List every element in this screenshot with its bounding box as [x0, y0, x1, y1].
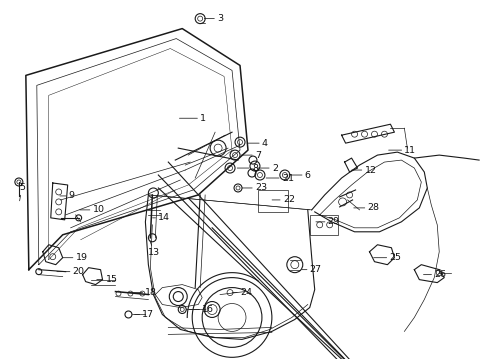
Text: 18: 18 — [129, 288, 157, 297]
Text: 19: 19 — [63, 253, 87, 262]
Text: 4: 4 — [246, 139, 267, 148]
Text: 9: 9 — [60, 192, 75, 201]
Text: 7: 7 — [241, 150, 261, 159]
Text: 26: 26 — [423, 270, 446, 279]
Text: 28: 28 — [353, 203, 379, 212]
Text: 29: 29 — [315, 217, 339, 226]
Text: 5: 5 — [19, 184, 25, 201]
Text: 22: 22 — [271, 195, 294, 204]
Text: 27: 27 — [302, 265, 321, 274]
Text: 2: 2 — [257, 163, 277, 172]
Text: 8: 8 — [237, 163, 258, 172]
Text: 23: 23 — [242, 184, 266, 193]
Bar — [258, 190, 287, 212]
Text: 24: 24 — [232, 288, 251, 297]
Text: 6: 6 — [288, 171, 310, 180]
Text: 25: 25 — [373, 253, 401, 262]
Text: 11: 11 — [388, 145, 415, 154]
Text: 14: 14 — [152, 213, 170, 222]
Text: 10: 10 — [80, 206, 104, 215]
Bar — [309, 215, 337, 235]
Text: 13: 13 — [148, 241, 160, 257]
Text: 12: 12 — [351, 166, 376, 175]
Text: 21: 21 — [265, 174, 293, 183]
Text: 17: 17 — [134, 310, 154, 319]
Text: 15: 15 — [97, 275, 117, 284]
Text: 1: 1 — [179, 114, 206, 123]
Text: 16: 16 — [189, 305, 214, 314]
Text: 3: 3 — [204, 14, 223, 23]
Text: 20: 20 — [57, 267, 84, 276]
